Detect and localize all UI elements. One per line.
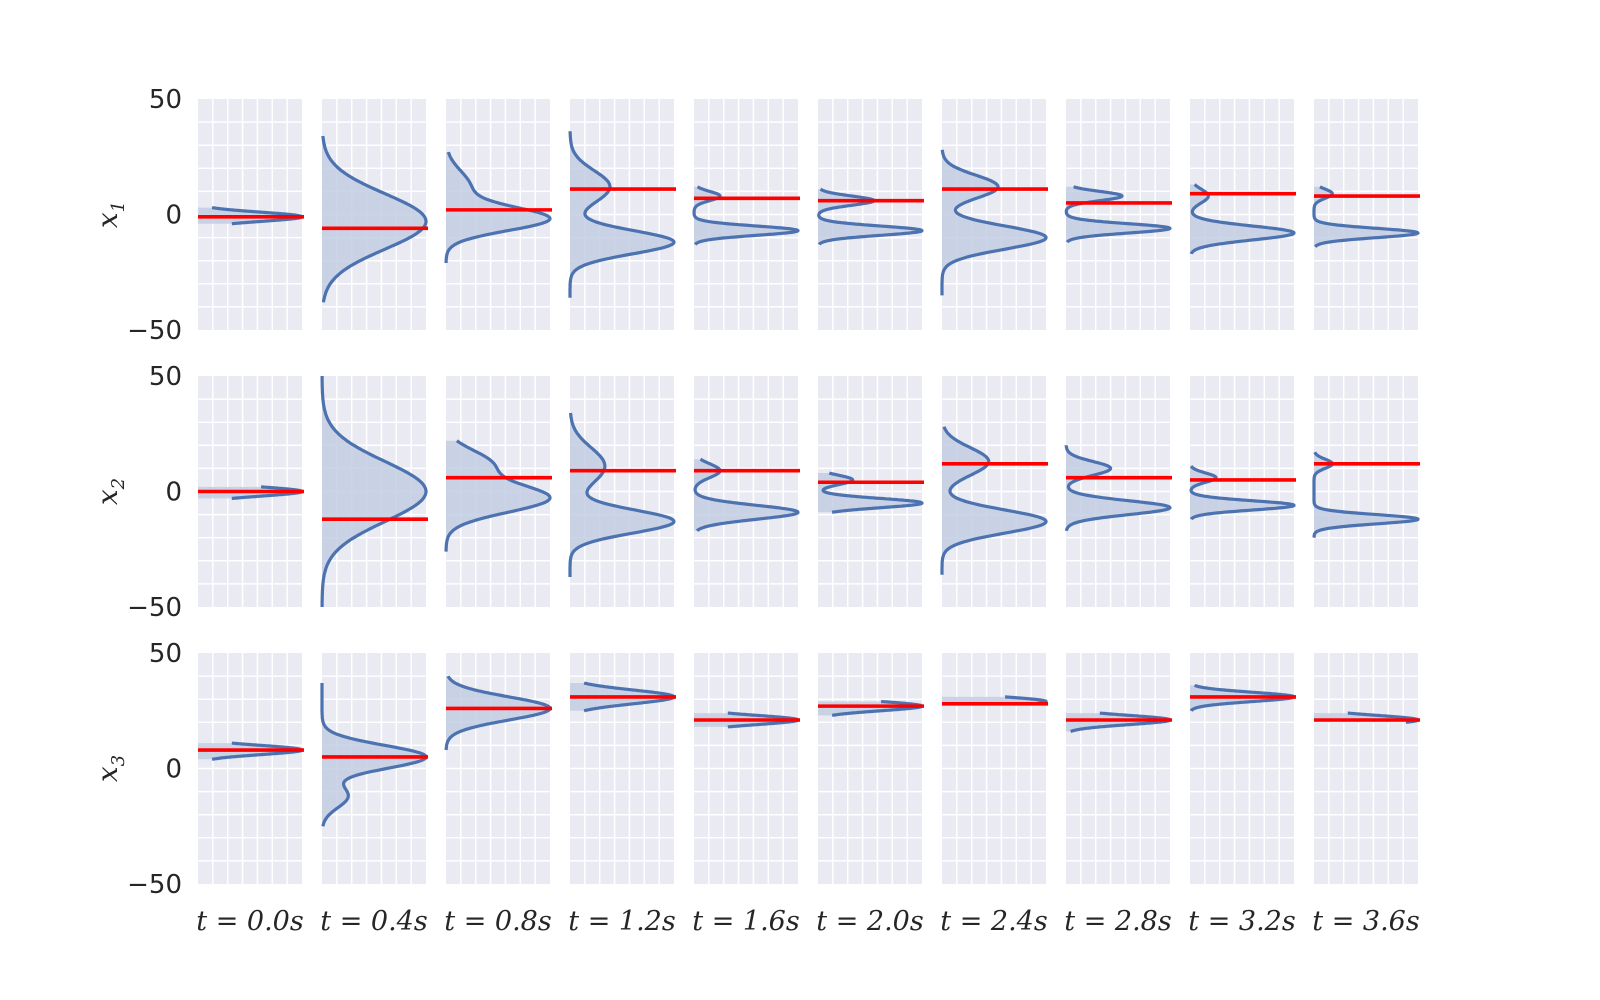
column-label: t = 2.4s [940,906,1047,937]
panel-r3-c8 [1066,653,1172,884]
density-curve [940,149,1048,296]
density-fill [694,186,798,245]
panel-r3-c1 [198,653,304,884]
density-fill [1066,445,1170,531]
row-label-3: x3 [91,755,129,782]
column-label: t = 0.4s [320,906,427,937]
density-curve [321,135,428,303]
y-tick-label: 0 [165,201,182,231]
y-tick-label: −50 [127,316,182,346]
panel-r1-c2 [321,99,428,330]
y-tick-label: 0 [165,478,182,508]
y-tick-label: 50 [149,362,182,392]
density-curve [831,699,924,717]
column-label: t = 3.6s [1312,906,1419,937]
column-label: t = 3.2s [1188,906,1295,937]
density-curve [568,130,676,299]
y-tick-labels: 50 0 −50 50 0 −50 50 0 −50 [127,85,182,900]
panel-r2-c7 [940,376,1048,607]
density-fill [322,376,426,607]
panel-r2-c9 [1189,376,1296,607]
panel-r2-c4 [568,376,676,607]
density-fill [322,136,426,303]
panel-grid [198,99,1420,884]
panel-r3-c6 [818,653,924,884]
density-curve [817,187,924,246]
y-tick-label: 50 [149,85,182,115]
density-curve [444,675,552,752]
density-curve [1312,451,1420,539]
row-label-subscript: 3 [108,755,129,766]
panel-r2-c6 [818,376,924,607]
column-label: t = 2.8s [1064,906,1171,937]
panel-r2-c2 [320,375,428,608]
density-curve [1069,711,1172,734]
density-curve [940,426,1048,576]
density-fill [694,459,798,531]
density-curve [692,185,800,246]
panel-r1-c9 [1189,99,1296,330]
row-label-variable: x [91,766,124,782]
y-tick-label: −50 [127,593,182,623]
panel-r2-c5 [693,376,800,607]
density-curve [444,151,552,264]
density-fill [942,149,1046,296]
panel-r2-c10 [1312,376,1420,607]
column-label: t = 2.0s [816,906,923,937]
density-curve [1189,464,1296,521]
panel-r3-c7 [942,653,1048,884]
row-label-variable: x [91,212,124,228]
panel-r3-c9 [1189,653,1296,884]
density-fill [1314,186,1418,247]
y-tick-label: −50 [127,870,182,900]
row-label-2: x2 [91,478,129,505]
density-fill [446,152,550,263]
column-labels: t = 0.0s t = 0.4s t = 0.8s t = 1.2s t = 1.6s… [196,906,1419,937]
density-fill [1190,466,1294,520]
density-fill [1190,184,1294,254]
density-fill [818,189,922,245]
panel-r1-c1 [198,99,304,330]
density-curve [444,439,552,553]
column-label: t = 1.6s [692,906,799,937]
density-curve [1064,444,1172,532]
panel-r3-c4 [570,653,676,884]
panel-r1-c10 [1312,99,1420,330]
density-curve [821,471,924,514]
panel-r3-c5 [694,653,800,884]
density-fill [446,440,550,552]
density-curve [568,412,676,578]
panel-r1-c3 [444,99,552,330]
row-label-subscript: 1 [108,201,129,212]
panel-r3-c2 [320,653,428,884]
density-curve [1064,185,1172,244]
column-label: t = 1.2s [568,906,675,937]
y-tick-label: 50 [149,639,182,669]
y-tick-label: 0 [165,755,182,785]
panel-r2-c1 [198,376,304,607]
row-label-1: x1 [91,201,129,228]
column-label: t = 0.8s [444,906,551,937]
panel-r1-c4 [568,99,676,330]
panel-r1-c8 [1064,99,1172,330]
panel-r2-c3 [444,376,552,607]
column-label: t = 0.0s [196,906,303,937]
panel-r1-c6 [817,99,924,330]
row-label-subscript: 2 [108,478,129,490]
density-curve [320,682,428,827]
panel-r3-c3 [444,653,552,884]
panel-r2-c8 [1064,376,1172,607]
density-fill [446,676,550,750]
density-curve [1189,183,1296,255]
panel-r1-c7 [940,99,1048,330]
density-fill [322,683,426,827]
density-curve [320,375,428,608]
panel-r1-c5 [692,99,800,330]
row-label-variable: x [91,489,124,505]
panel-r3-c10 [1314,653,1420,884]
